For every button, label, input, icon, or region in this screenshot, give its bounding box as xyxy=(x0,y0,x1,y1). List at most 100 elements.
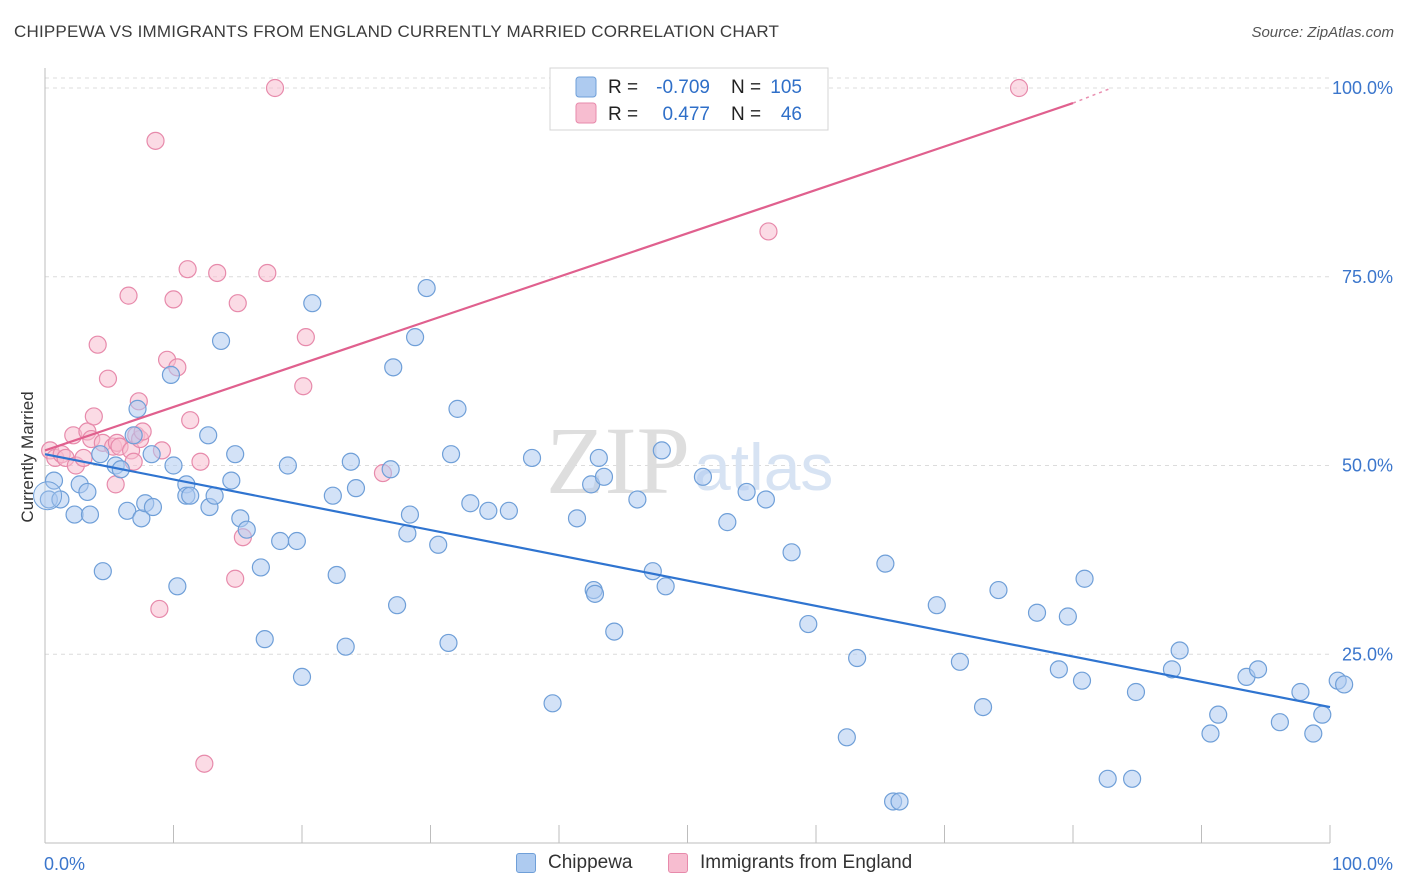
chippewa-point xyxy=(439,633,458,653)
chippewa-point xyxy=(876,554,895,573)
source-label: Source: ZipAtlas.com xyxy=(1251,24,1394,41)
england-point xyxy=(84,407,103,426)
chippewa-point xyxy=(989,580,1008,600)
chippewa-point xyxy=(1170,641,1189,660)
legend-r-value-chippewa: -0.709 xyxy=(656,77,710,98)
chippewa-point xyxy=(1209,705,1228,724)
chippewa-point xyxy=(327,565,346,585)
chippewa-point xyxy=(848,648,867,668)
chippewa-point xyxy=(226,445,245,464)
x-tick-label: 100.0% xyxy=(1332,854,1393,874)
x-tick-labels: 0.0% 100.0% xyxy=(44,854,1393,874)
england-point xyxy=(294,377,313,396)
legend-item-england: Immigrants from England xyxy=(668,852,912,874)
chippewa-point xyxy=(251,558,270,577)
chippewa-point xyxy=(161,365,181,384)
england-point xyxy=(759,222,778,241)
legend-n-label-chippewa: N = xyxy=(731,77,761,98)
trend-lines xyxy=(44,87,1331,709)
chippewa-point xyxy=(1098,769,1117,788)
england-point xyxy=(106,475,125,494)
england-point xyxy=(208,263,227,283)
legend-swatch xyxy=(516,853,536,873)
chippewa-point xyxy=(346,479,366,498)
watermark: ZIP atlas xyxy=(546,407,833,514)
england-point xyxy=(88,335,107,354)
legend-r-value-england: 0.477 xyxy=(662,104,710,125)
chippewa-point xyxy=(341,452,360,471)
chippewa-point xyxy=(168,577,187,596)
england-point xyxy=(146,131,165,150)
y-tick-label: 75.0% xyxy=(1342,267,1393,287)
grid-lines xyxy=(45,77,1330,655)
chippewa-point xyxy=(1049,660,1068,679)
chippewa-point xyxy=(1072,671,1092,690)
chippewa-point xyxy=(782,543,801,562)
chippewa-point xyxy=(128,399,147,418)
chippewa-point xyxy=(255,630,274,649)
chippewa-point xyxy=(387,596,407,615)
chippewa-point xyxy=(336,637,355,656)
chippewa-point xyxy=(543,694,562,713)
england-point xyxy=(258,263,277,283)
legend-r-label-chippewa: R = xyxy=(608,77,638,98)
chippewa-point xyxy=(737,482,756,502)
england-point xyxy=(150,599,169,619)
chippewa-point xyxy=(278,456,297,475)
chippewa-point xyxy=(1248,660,1268,679)
chippewa-point xyxy=(499,501,518,520)
y-tick-label: 100.0% xyxy=(1332,78,1393,98)
chippewa-point xyxy=(143,497,163,517)
chippewa-point xyxy=(237,520,256,539)
chippewa-point xyxy=(1126,682,1146,702)
chippewa-point xyxy=(522,448,542,468)
chippewa-point xyxy=(384,358,403,377)
chippewa-point xyxy=(589,448,608,468)
chippewa-point xyxy=(461,494,480,513)
chippewa-point xyxy=(973,697,993,717)
chippewa-point xyxy=(693,467,713,486)
legend-n-label-england: N = xyxy=(731,104,761,125)
chippewa-point xyxy=(837,728,856,747)
chippewa-point xyxy=(91,445,110,464)
chippewa-point xyxy=(44,471,64,490)
chippewa-point xyxy=(400,505,420,524)
chippewa-point xyxy=(287,531,306,551)
chippewa-point xyxy=(643,562,662,581)
england-point xyxy=(178,260,197,279)
chippewa-point xyxy=(124,426,143,445)
y-tick-label: 50.0% xyxy=(1342,456,1393,476)
chippewa-point xyxy=(303,294,322,313)
chippewa-point xyxy=(1201,724,1220,743)
chippewa-points xyxy=(33,278,1354,811)
chippewa-point xyxy=(118,501,137,520)
chippewa-point xyxy=(718,513,737,532)
england-point xyxy=(1009,78,1029,98)
chippewa-point xyxy=(323,486,342,505)
chippewa-point xyxy=(78,482,97,502)
chippewa-point xyxy=(142,445,161,464)
england-point xyxy=(226,569,245,588)
chippewa-point xyxy=(890,792,909,811)
legend-swatch-england xyxy=(575,102,597,124)
england-point xyxy=(228,294,247,313)
chippewa-point xyxy=(199,426,218,445)
legend-r-label-england: R = xyxy=(608,104,638,125)
chippewa-point xyxy=(799,614,818,634)
y-tick-label: 25.0% xyxy=(1342,644,1393,664)
legend-swatch-chippewa xyxy=(575,76,597,98)
chippewa-point xyxy=(1075,569,1094,588)
chippewa-point xyxy=(222,471,241,490)
chart-title: CHIPPEWA VS IMMIGRANTS FROM ENGLAND CURR… xyxy=(14,22,780,41)
legend-swatch xyxy=(668,853,688,873)
england-point xyxy=(98,369,118,388)
y-axis-label: Currently Married xyxy=(18,391,37,522)
chippewa-point xyxy=(628,490,647,509)
y-tick-labels: 25.0% 50.0% 75.0% 100.0% xyxy=(1332,78,1393,664)
chippewa-point xyxy=(429,535,448,554)
chippewa-point xyxy=(80,505,100,524)
chippewa-point xyxy=(181,486,200,505)
legend-label-england: Immigrants from England xyxy=(700,852,913,873)
legend-n-value-chippewa: 105 xyxy=(770,77,802,98)
